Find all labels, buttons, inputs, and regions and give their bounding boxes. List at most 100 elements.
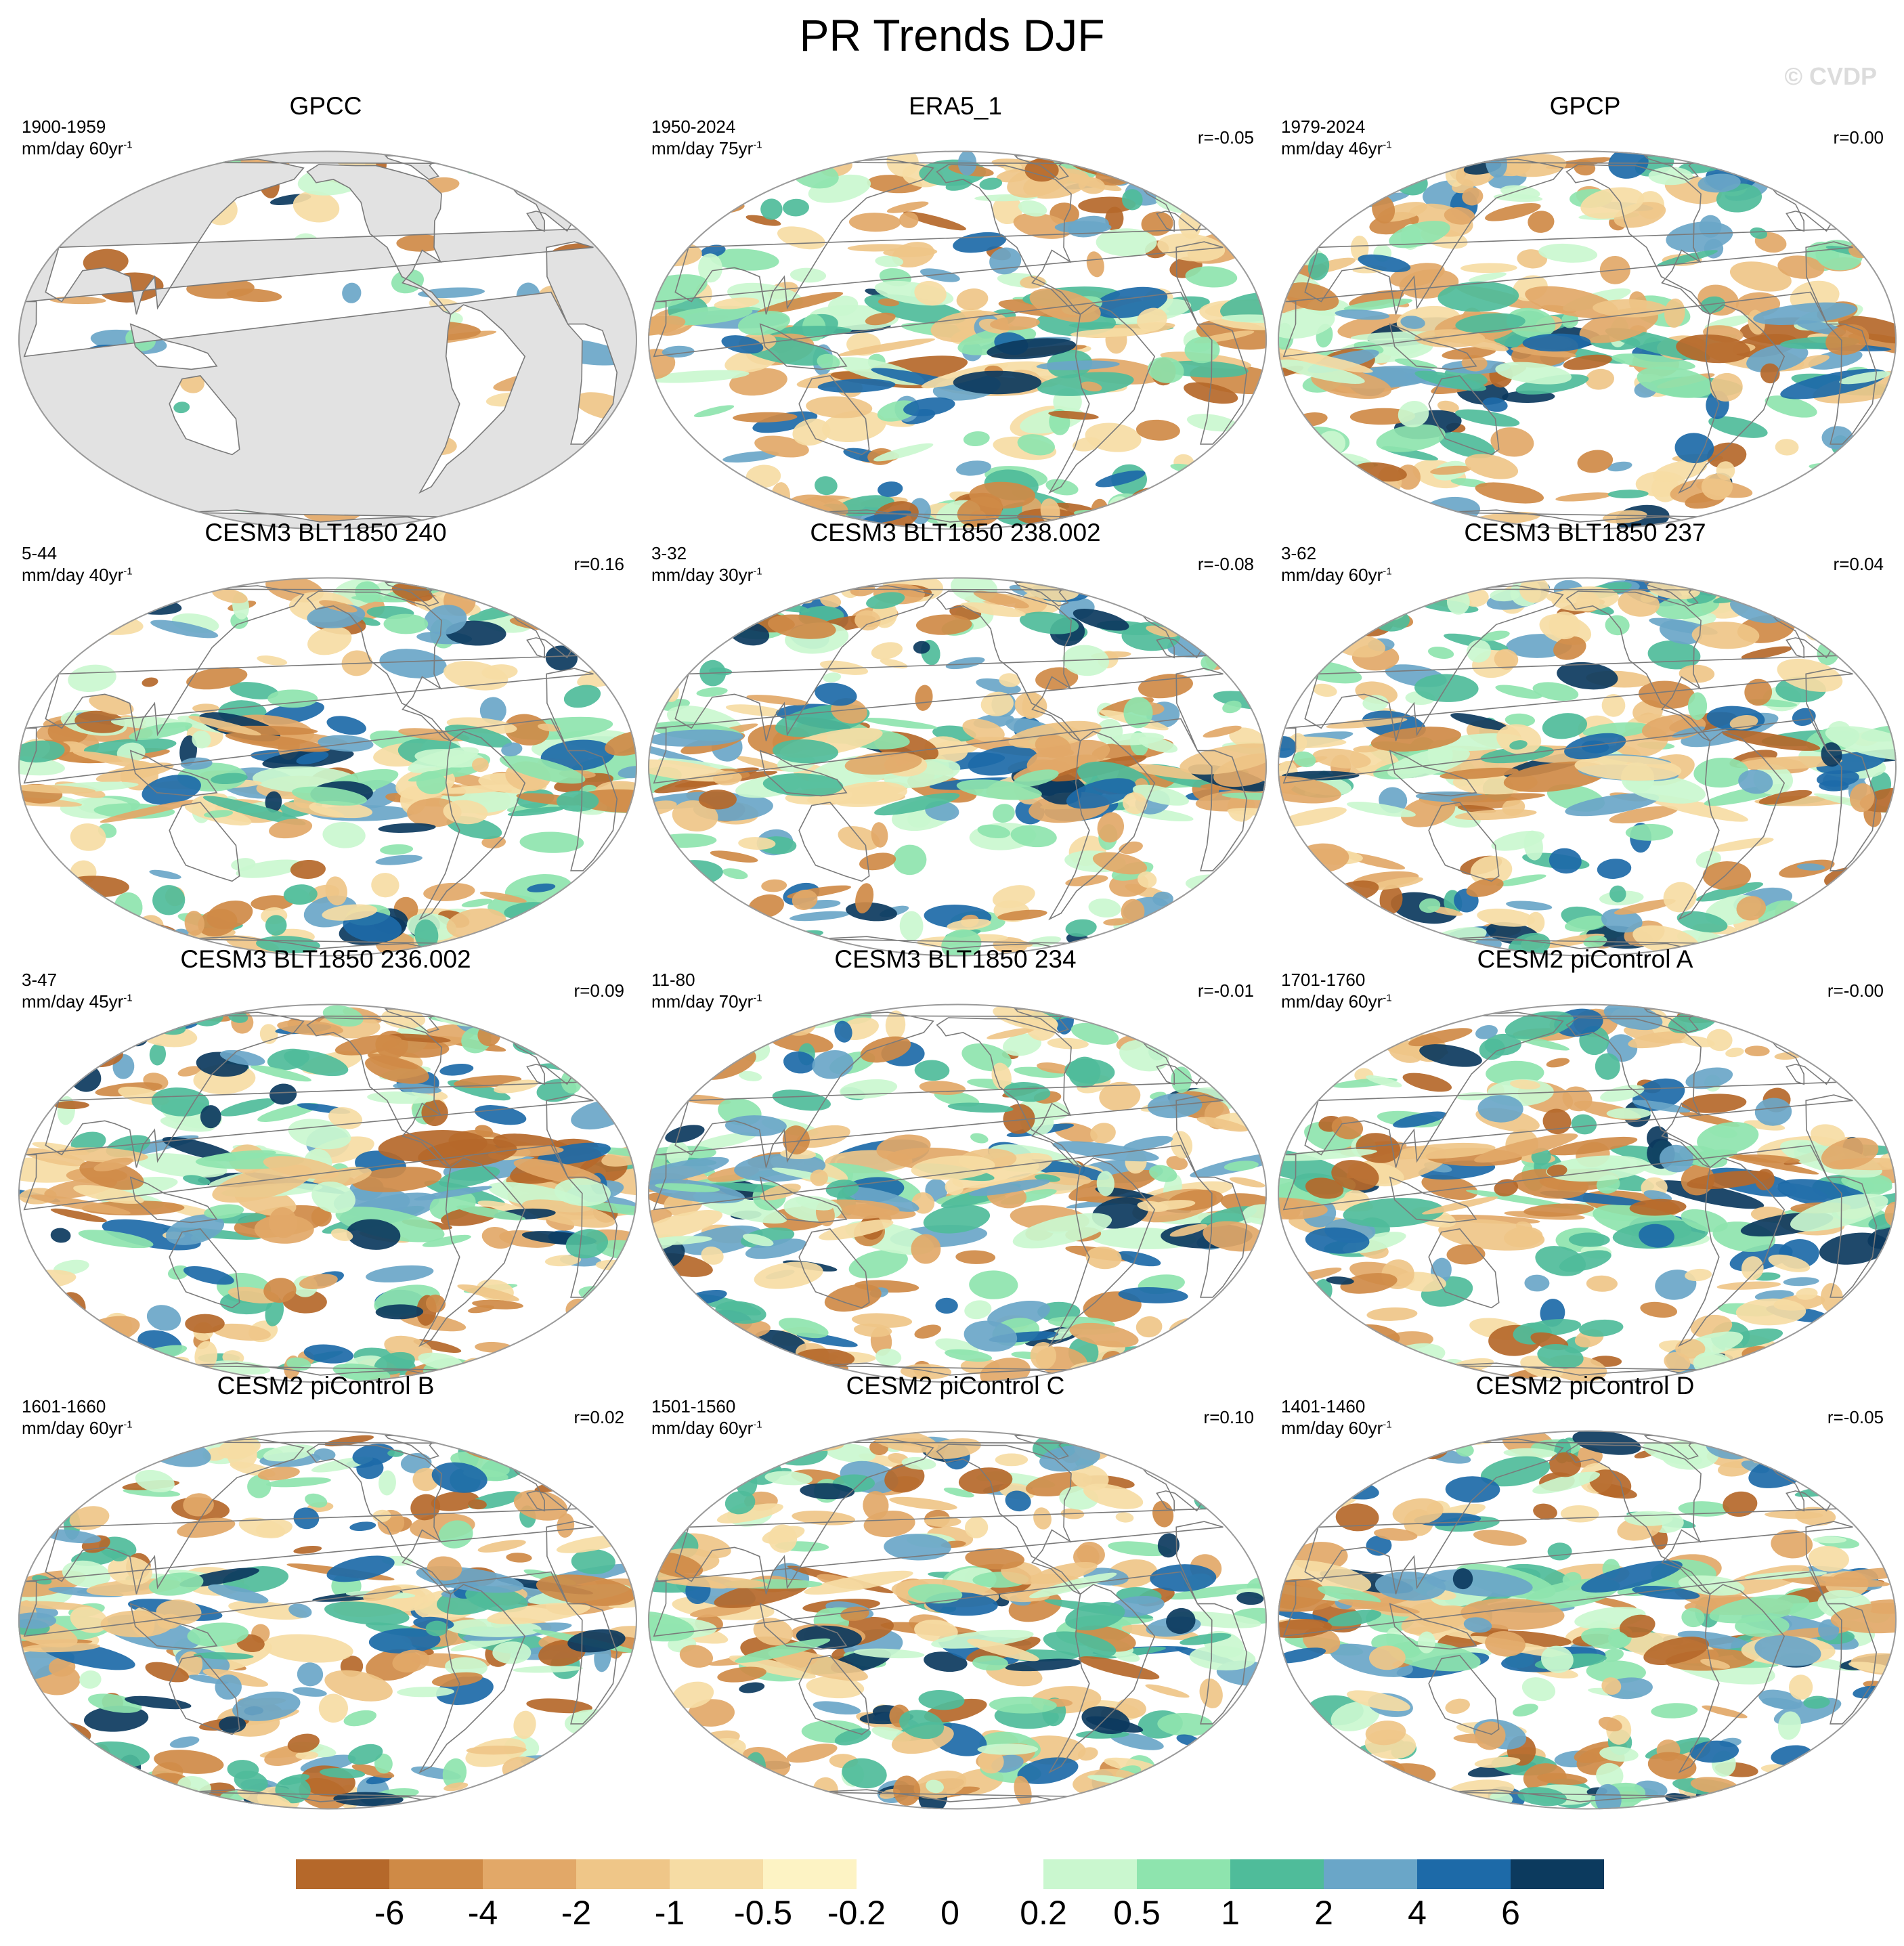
trend-contour: [903, 211, 966, 231]
trend-contour: [1709, 1595, 1810, 1624]
trend-contour: [154, 1750, 224, 1774]
trend-contour: [129, 722, 193, 740]
trend-contour: [783, 1051, 816, 1074]
trend-contour: [815, 683, 857, 706]
trend-contour: [1419, 898, 1441, 913]
trend-contour: [1222, 700, 1242, 714]
trend-contour: [1768, 1254, 1811, 1272]
trend-contour: [457, 1284, 519, 1301]
trend-contour: [461, 899, 493, 908]
trend-contour: [1535, 1246, 1586, 1276]
trend-contour: [795, 1196, 834, 1211]
trend-contour: [100, 799, 198, 823]
trend-contour: [212, 588, 248, 603]
trend-contour: [1165, 1583, 1267, 1600]
trend-contour: [1358, 254, 1411, 272]
trend-contour: [1278, 1619, 1333, 1639]
map-panel: CESM2 piControl C 1501-1560 mm/day 60yr-1 r…: [641, 1372, 1270, 1810]
panel-title: CESM2 piControl C: [846, 1372, 1065, 1400]
eurasia-coastline: [1304, 585, 1855, 741]
trend-contour: [754, 435, 809, 458]
trend-contour: [1318, 1586, 1381, 1604]
trend-contour: [1236, 1592, 1264, 1605]
panel-period: 1701-1760: [1281, 970, 1366, 990]
trend-contour: [1475, 1024, 1498, 1039]
trend-contour: [1146, 625, 1178, 638]
map-panel: CESM3 BLT1850 237 3-62 mm/day 60yr-1 r=0.04: [1270, 519, 1900, 957]
trend-contour: [505, 1775, 536, 1786]
trend-contour: [466, 1746, 527, 1755]
trend-contour: [1546, 1155, 1649, 1182]
trend-contour: [1469, 272, 1507, 282]
trend-contour: [1088, 898, 1121, 918]
trend-contour: [1090, 1123, 1116, 1144]
trend-contour: [977, 1744, 1039, 1755]
map-panel: GPCC 1900-1959 mm/day 60yr-1: [11, 92, 641, 530]
trend-contour: [1450, 793, 1546, 802]
trend-contour: [378, 1470, 396, 1496]
panel-correlation: r=0.16: [574, 554, 624, 574]
trend-contour: [1433, 1214, 1540, 1224]
trend-contour: [50, 1208, 107, 1223]
trend-contour: [431, 1491, 479, 1511]
trend-contour: [989, 1696, 1057, 1714]
panel-title: CESM3 BLT1850 240: [204, 519, 447, 546]
trend-contour: [1581, 1627, 1630, 1649]
trend-contour: [1203, 725, 1242, 738]
trend-contour: [1461, 263, 1517, 274]
south-america-coastline: [1048, 731, 1156, 921]
trend-contour: [1338, 1599, 1420, 1614]
trend-contour: [1537, 1344, 1584, 1369]
north-america-coastline: [306, 1444, 452, 1595]
map-panel: ERA5_1 1950-2024 mm/day 75yr-1 r=-0.05: [641, 92, 1270, 530]
trend-contour: [874, 792, 960, 816]
trend-contour: [1637, 366, 1714, 398]
africa-coastline: [23, 241, 618, 445]
trend-contour: [1117, 1251, 1161, 1267]
colorbar-box: [950, 1859, 1044, 1889]
colorbar-tick-label: 6: [1501, 1894, 1520, 1932]
trend-contour: [263, 1278, 297, 1303]
trend-contour: [1118, 1286, 1188, 1303]
colorbar-box: [296, 1859, 390, 1889]
trend-contour: [396, 234, 446, 252]
trend-contour: [1568, 1232, 1610, 1247]
eurasia-coastline: [45, 1012, 595, 1168]
trend-contour: [288, 1603, 312, 1618]
trend-contour: [715, 1301, 766, 1324]
antarctica-coastline: [812, 1362, 1090, 1376]
south-america-coastline: [1678, 1157, 1786, 1347]
north-america-coastline: [936, 1017, 1081, 1169]
panel-title: CESM3 BLT1850 238.002: [810, 519, 1101, 546]
trend-contour: [768, 1524, 798, 1553]
trend-contour: [772, 1089, 831, 1111]
trend-contour: [1361, 604, 1382, 628]
trend-contour: [1108, 1541, 1172, 1557]
trend-contour: [1505, 713, 1536, 727]
trend-contour: [492, 1641, 532, 1664]
trend-contour: [1019, 611, 1079, 634]
panel-units: mm/day 40yr-1: [22, 565, 133, 586]
trend-contour: [151, 1087, 210, 1117]
trend-contour: [1104, 1757, 1159, 1773]
trend-contour: [363, 1585, 402, 1601]
trend-contour: [1495, 685, 1542, 699]
trend-contour: [1765, 395, 1817, 418]
trend-contour: [724, 1115, 787, 1137]
trend-contour: [953, 370, 1042, 395]
panel-units-text: mm/day 60yr: [1281, 1418, 1383, 1438]
trend-contour: [365, 1056, 429, 1084]
trend-contour: [296, 752, 329, 764]
trend-contour: [1121, 189, 1143, 211]
trend-contour: [68, 664, 116, 692]
trend-contour: [1510, 347, 1577, 358]
trend-contour: [1065, 1601, 1125, 1630]
trend-contour: [100, 1610, 173, 1638]
panel-units: mm/day 60yr-1: [1281, 991, 1392, 1012]
trend-contour: [324, 1670, 393, 1702]
north-america-coastline: [936, 164, 1081, 316]
trend-contour: [848, 1249, 908, 1278]
trend-contour: [1013, 213, 1072, 239]
trend-contour: [1150, 1564, 1217, 1592]
trend-contour: [18, 784, 96, 794]
